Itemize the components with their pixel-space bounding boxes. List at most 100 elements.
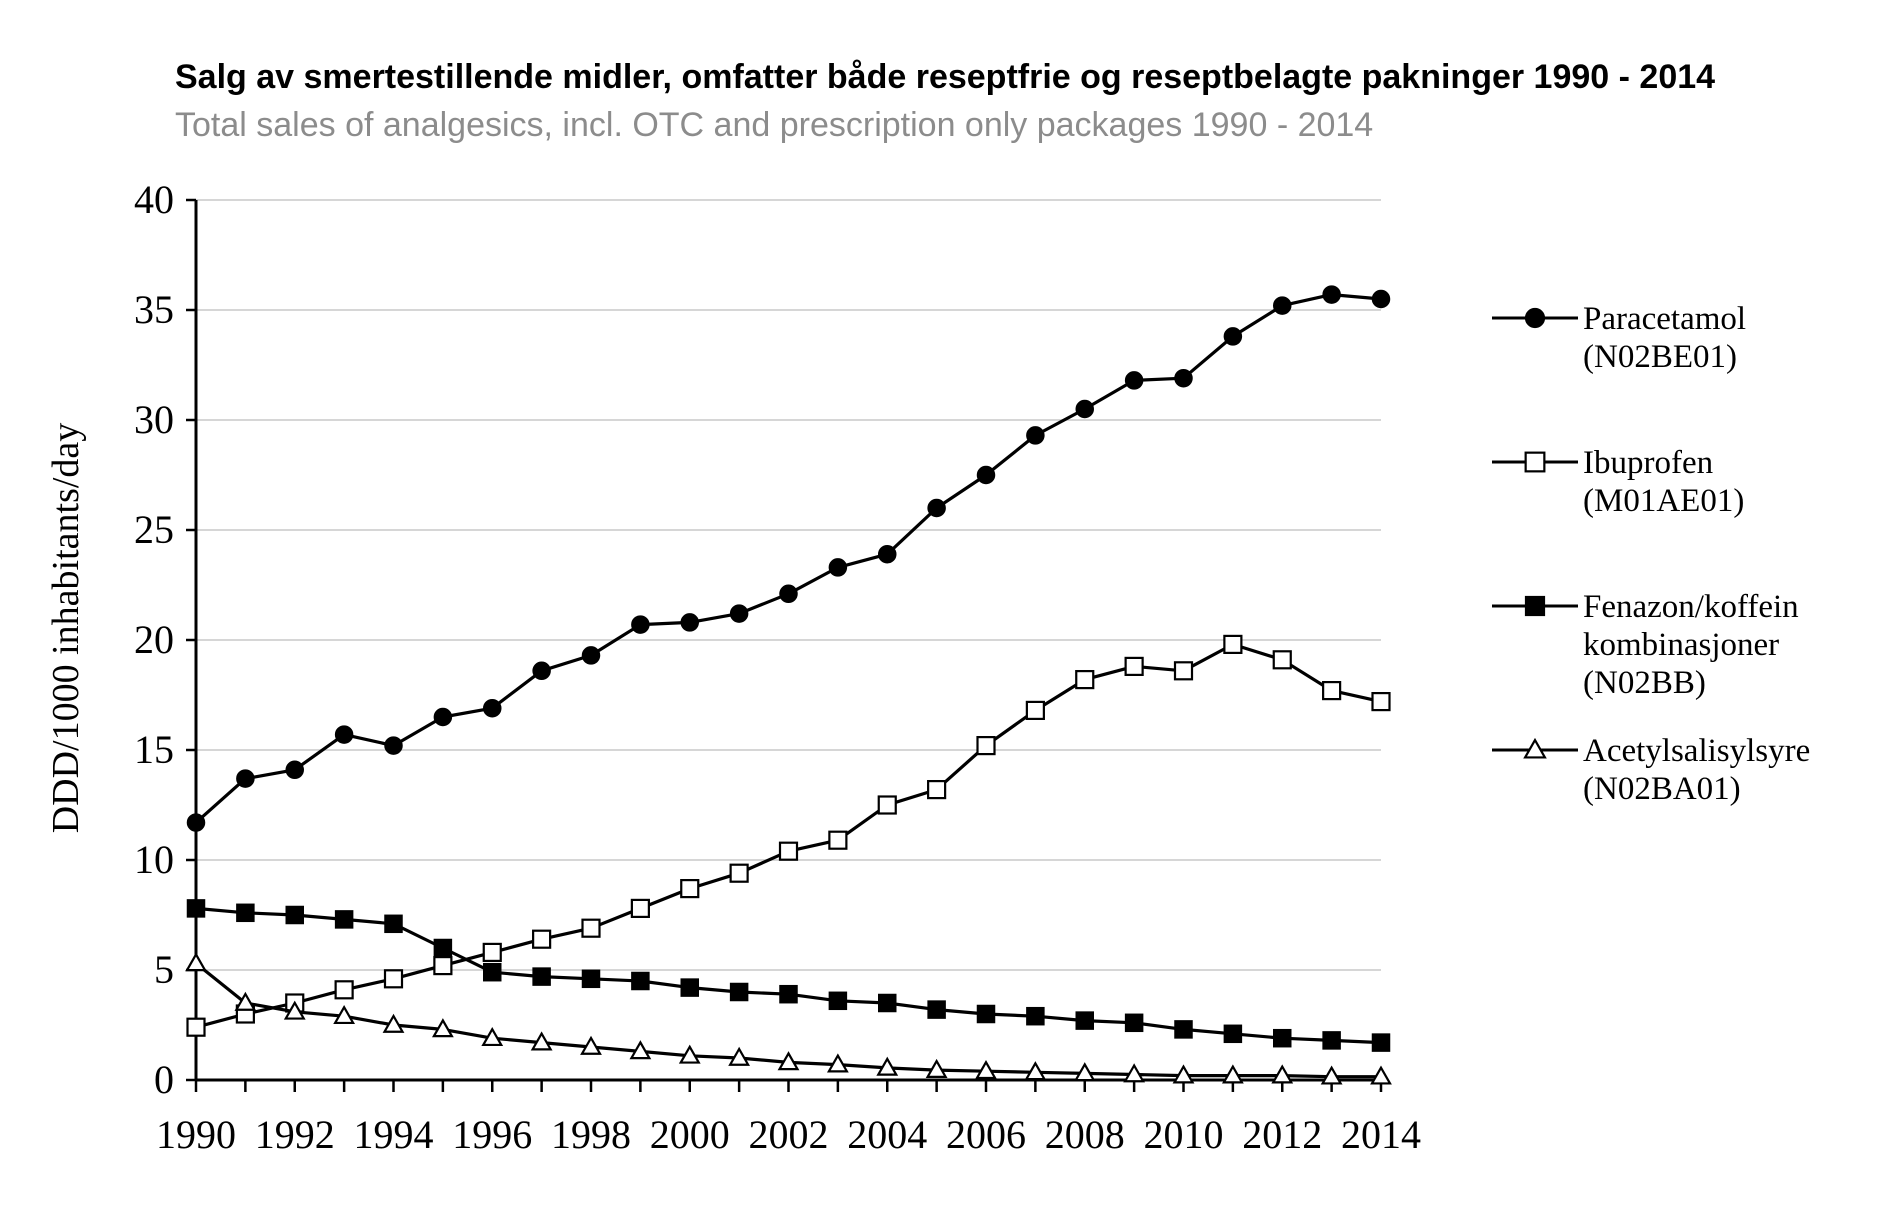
- y-axis-label: DDD/1000 inhabitants/day: [45, 423, 87, 834]
- data-point: [828, 991, 848, 1011]
- data-point: [1371, 289, 1391, 309]
- legend-marker: [1524, 451, 1546, 473]
- data-point: [729, 982, 749, 1002]
- data-point: [927, 1000, 946, 1019]
- data-point: [1026, 1006, 1045, 1026]
- data-point: [878, 993, 897, 1013]
- data-point: [236, 903, 255, 923]
- data-point: [234, 991, 257, 1011]
- data-point: [431, 1018, 454, 1038]
- data-point: [927, 498, 946, 518]
- legend: Paracetamol(N02BE01) Ibuprofen(M01AE01) Fe…: [1492, 301, 1810, 807]
- data-point: [581, 969, 601, 989]
- data-point: [777, 1051, 800, 1071]
- data-point: [530, 1031, 553, 1051]
- data-point: [927, 779, 947, 800]
- data-point: [1073, 1062, 1096, 1082]
- data-point: [333, 1004, 356, 1025]
- data-point: [1124, 656, 1144, 677]
- data-point: [779, 984, 798, 1004]
- data-point: [532, 967, 551, 986]
- axes: [186, 198, 1383, 1092]
- data-point: [382, 1013, 405, 1033]
- data-point: [433, 938, 453, 958]
- x-tick-label: 1990: [156, 1112, 236, 1157]
- data-point: [680, 613, 699, 632]
- data-point: [1123, 1063, 1146, 1083]
- data-point: [877, 795, 897, 815]
- data-point: [976, 1004, 996, 1024]
- data-point: [1322, 1031, 1341, 1050]
- x-tick-label: 2000: [650, 1112, 730, 1157]
- data-point: [828, 830, 848, 850]
- data-point: [1124, 1013, 1144, 1033]
- series-open-square: [186, 634, 1391, 1037]
- series-line: [194, 293, 1382, 824]
- data-point: [1223, 634, 1243, 655]
- y-tick-labels: 0 5 10 15 20 25 30 35 40: [134, 177, 174, 1102]
- legend-code: (N02BA01): [1583, 771, 1741, 807]
- y-tick-label: 20: [134, 617, 174, 662]
- data-point: [334, 980, 354, 1000]
- data-point: [1322, 680, 1342, 701]
- y-tick-label: 35: [134, 287, 174, 332]
- legend-code: (M01AE01): [1583, 483, 1744, 519]
- x-tick-label: 2002: [749, 1112, 829, 1157]
- data-point: [1272, 650, 1292, 670]
- x-tick-label: 2008: [1045, 1112, 1125, 1157]
- data-point: [483, 698, 502, 718]
- legend-code: (N02BE01): [1583, 339, 1737, 375]
- data-point: [236, 769, 255, 788]
- y-tick-label: 30: [134, 397, 174, 442]
- data-point: [975, 1059, 997, 1080]
- legend-label: kombinasjoner: [1583, 627, 1779, 663]
- data-point: [1172, 1064, 1195, 1084]
- data-point: [1075, 669, 1095, 690]
- data-point: [580, 1035, 602, 1055]
- y-tick-label: 15: [134, 727, 174, 772]
- data-point: [532, 661, 551, 681]
- data-point: [384, 736, 403, 755]
- data-point: [384, 914, 403, 934]
- data-point: [433, 707, 453, 727]
- legend-label: Acetylsalisylsyre: [1583, 733, 1810, 769]
- data-point: [186, 899, 206, 918]
- data-point: [925, 1058, 948, 1078]
- data-point: [826, 1053, 849, 1073]
- series-lines: [185, 285, 1392, 1085]
- series-open-triangle: [185, 952, 1392, 1085]
- legend-code: (N02BB): [1583, 665, 1706, 701]
- x-tick-label: 2006: [946, 1112, 1026, 1157]
- data-point: [631, 615, 650, 634]
- data-point: [283, 1000, 306, 1020]
- data-point: [334, 725, 354, 744]
- data-point: [1075, 1011, 1094, 1030]
- data-point: [828, 558, 848, 577]
- x-tick-label: 2004: [847, 1112, 927, 1157]
- y-tick-label: 25: [134, 507, 174, 552]
- data-point: [532, 929, 552, 949]
- series-filled-square: [186, 899, 1391, 1052]
- x-tick-label: 1998: [551, 1112, 631, 1157]
- data-point: [729, 863, 749, 883]
- x-tick-label: 2010: [1144, 1112, 1224, 1157]
- legend-label: Ibuprofen: [1583, 445, 1713, 481]
- data-point: [1322, 285, 1341, 304]
- data-point: [481, 1026, 504, 1047]
- data-point: [728, 1046, 751, 1066]
- data-point: [1173, 661, 1194, 681]
- data-point: [680, 878, 700, 899]
- data-point: [482, 942, 502, 963]
- data-point: [1024, 1061, 1047, 1081]
- data-point: [1223, 327, 1243, 346]
- x-tick-label: 2014: [1341, 1112, 1421, 1157]
- data-point: [630, 898, 650, 919]
- data-point: [1273, 296, 1292, 315]
- data-point: [1026, 426, 1045, 445]
- data-point: [878, 544, 897, 564]
- data-point: [1320, 1065, 1343, 1085]
- x-tick-label: 2012: [1242, 1112, 1322, 1157]
- data-point: [976, 735, 996, 756]
- legend-label: Paracetamol: [1583, 301, 1746, 337]
